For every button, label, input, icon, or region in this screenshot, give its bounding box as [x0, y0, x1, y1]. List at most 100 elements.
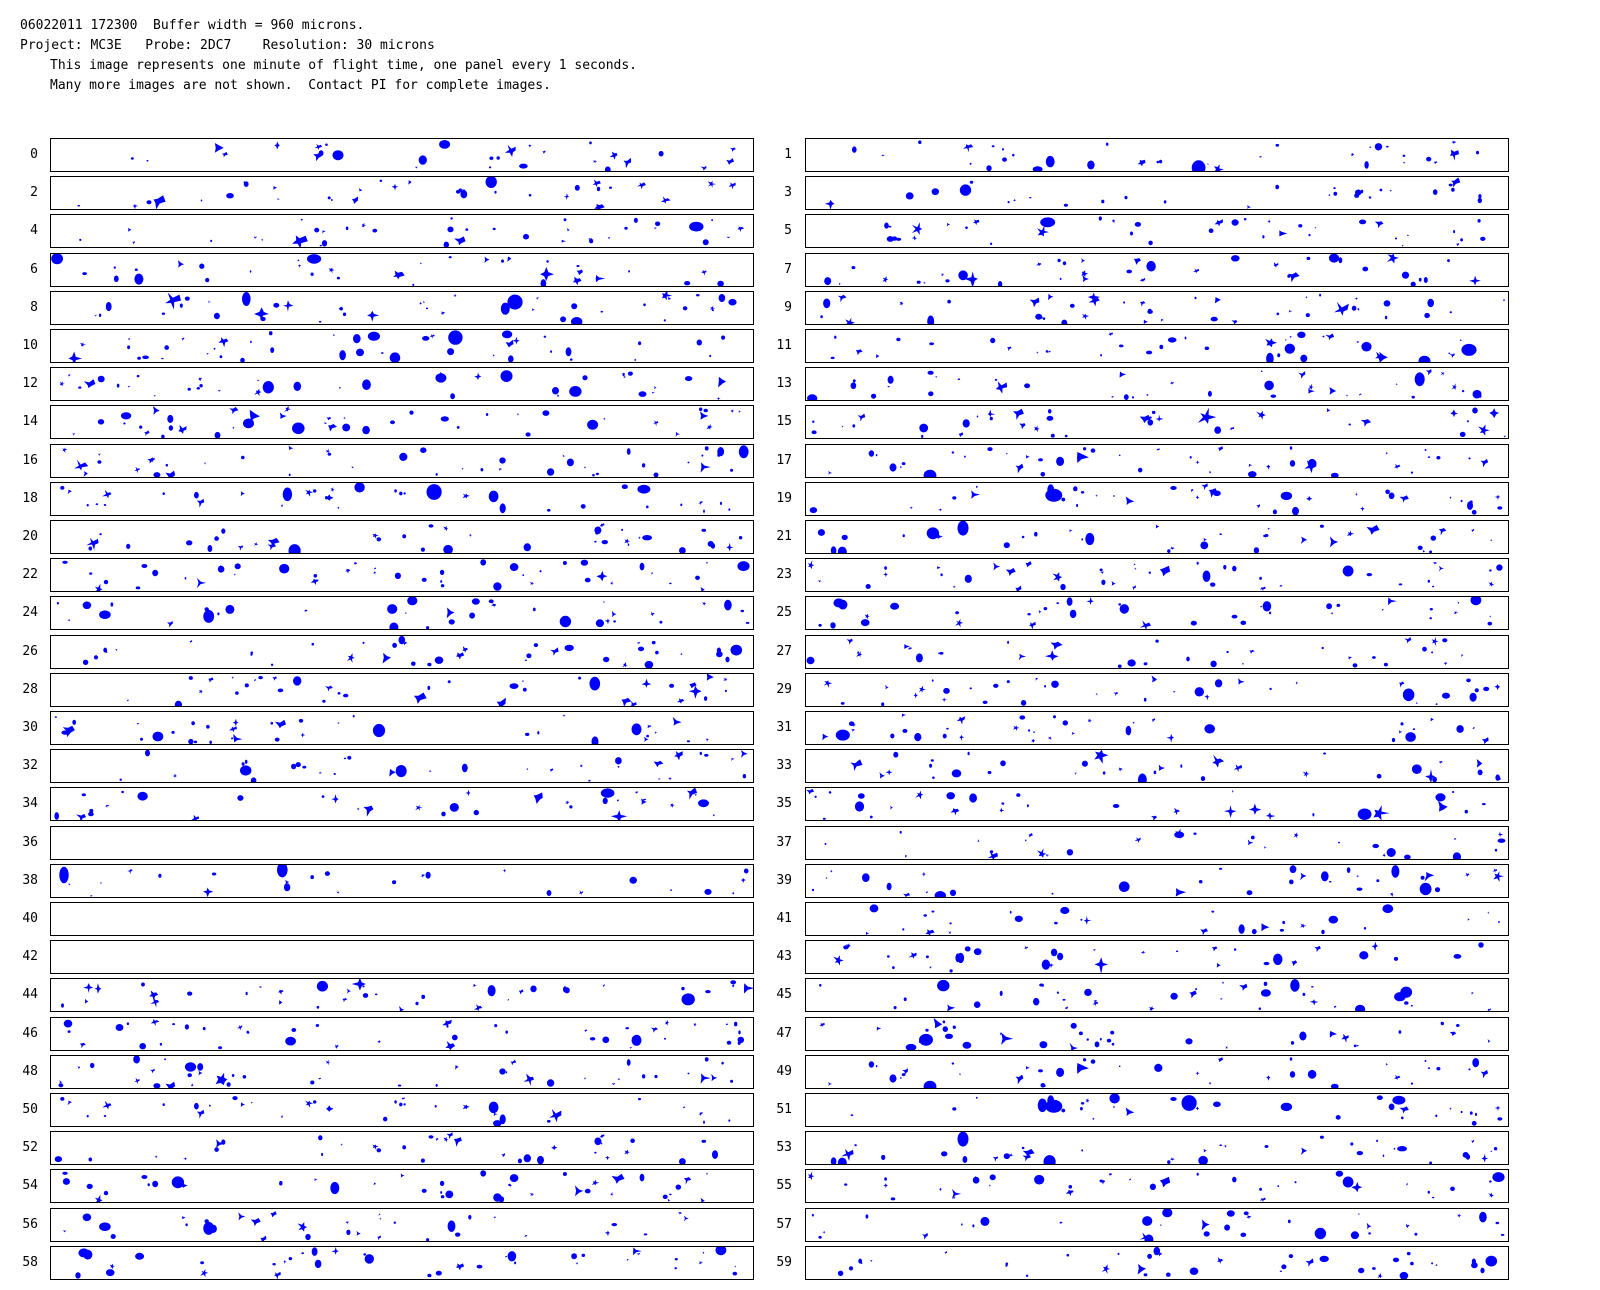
particle: [1142, 1216, 1153, 1226]
particle: [1424, 449, 1427, 451]
particle: [937, 652, 941, 655]
particle: [1051, 892, 1054, 895]
particle-images: [126, 674, 728, 706]
particle: [1018, 653, 1027, 661]
particle: [824, 842, 827, 845]
particle: [1480, 1069, 1489, 1079]
particle: [1302, 771, 1310, 778]
particle: [321, 240, 328, 247]
particle: [1357, 308, 1360, 311]
particle-panel: [805, 138, 1509, 172]
particle: [68, 351, 82, 362]
particle: [1280, 491, 1293, 501]
particle: [172, 1023, 176, 1026]
particle: [841, 425, 844, 428]
particle: [1406, 1251, 1411, 1256]
particle: [1305, 1258, 1314, 1267]
particle: [1422, 549, 1426, 553]
particle: [1082, 313, 1090, 320]
particle: [338, 386, 342, 390]
particle: [741, 750, 748, 758]
particle: [875, 1065, 878, 1068]
particle: [887, 375, 894, 384]
particle: [88, 811, 94, 817]
particle: [240, 765, 252, 776]
particle: [326, 416, 332, 421]
particle: [1204, 346, 1210, 351]
particle-panel: [50, 673, 754, 707]
particle: [1476, 150, 1479, 155]
particle: [681, 993, 695, 1006]
particle: [562, 454, 566, 457]
particle-images: [54, 714, 710, 744]
particle: [1392, 1095, 1406, 1105]
particle: [1226, 1210, 1235, 1217]
particle: [617, 765, 620, 768]
particle: [439, 140, 451, 149]
particle: [94, 583, 103, 591]
particle-images: [850, 1094, 1503, 1126]
particle: [1113, 495, 1115, 497]
particle: [595, 619, 605, 628]
particle: [219, 1079, 222, 1083]
particle: [1403, 161, 1406, 164]
particle: [824, 199, 835, 209]
particle-images: [68, 330, 726, 362]
particle-panel: [50, 787, 754, 821]
particle: [740, 609, 745, 613]
particle: [817, 580, 821, 583]
particle: [1047, 484, 1055, 495]
particle: [1314, 945, 1321, 952]
particle: [941, 1151, 948, 1157]
particle: [862, 873, 870, 882]
particle: [1238, 924, 1245, 934]
particle: [578, 676, 582, 680]
particle: [969, 180, 974, 184]
particle: [217, 389, 221, 393]
particle: [1410, 1004, 1413, 1007]
particle: [696, 294, 700, 297]
particle: [240, 491, 245, 497]
particle: [154, 1155, 158, 1159]
particle: [838, 282, 841, 286]
particle: [460, 190, 468, 199]
particle: [1148, 571, 1151, 574]
particle: [940, 573, 943, 577]
particle: [181, 337, 185, 341]
particle: [450, 217, 453, 220]
particle: [914, 733, 922, 742]
particle: [62, 1230, 66, 1233]
particle: [994, 378, 998, 381]
particle: [1328, 194, 1331, 196]
particle: [811, 888, 815, 892]
particle: [1388, 597, 1397, 606]
particle: [512, 294, 515, 297]
particle: [630, 1138, 635, 1144]
particle: [1280, 1102, 1293, 1112]
particle: [443, 525, 449, 532]
particle: [1431, 1196, 1435, 1199]
particle: [250, 651, 254, 654]
particle: [951, 1062, 955, 1065]
particle: [1022, 1148, 1035, 1158]
particle: [1059, 277, 1062, 281]
particle: [376, 1148, 382, 1153]
particle: [571, 1253, 577, 1260]
particle: [1039, 1041, 1048, 1049]
particle: [1212, 754, 1225, 768]
particle-panel: [805, 1017, 1509, 1051]
particle: [198, 377, 202, 382]
particle: [115, 1024, 124, 1031]
particle: [725, 656, 730, 663]
particle: [420, 547, 425, 552]
particle: [1265, 338, 1278, 348]
particle: [1453, 954, 1462, 959]
particle: [165, 292, 181, 310]
particle: [1269, 687, 1272, 691]
particle: [305, 1100, 314, 1108]
particle: [1478, 942, 1484, 948]
particle: [633, 1247, 642, 1256]
particle: [1012, 153, 1015, 157]
particle: [126, 699, 129, 702]
particle: [364, 1254, 374, 1264]
